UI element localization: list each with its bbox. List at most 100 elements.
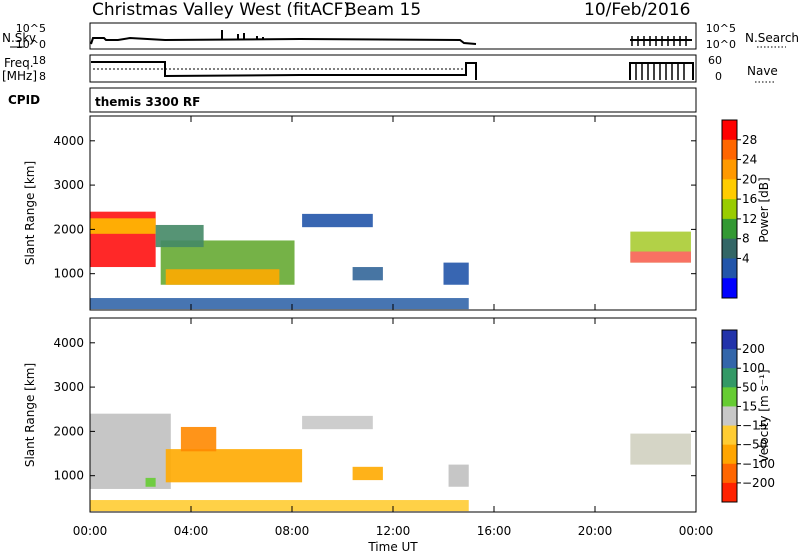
velocity-region-7 [90, 500, 469, 512]
freq-series-late [629, 62, 694, 80]
time-tick-label: 20:00 [578, 524, 613, 538]
station-title: Christmas Valley West (fitACF) [92, 0, 350, 20]
power-region-4 [155, 224, 204, 248]
time-tick-label: 12:00 [376, 524, 411, 538]
velocity-colorbar-swatches [722, 330, 737, 503]
velocity-colorbar-swatch-8 [722, 482, 737, 503]
velocity-colorbar-label: Velocity [m s⁻¹] [757, 369, 771, 462]
freq-panel: 18 8 60 0 Freq. [MHz] Nave [2, 54, 778, 83]
freq-frame [89, 54, 697, 83]
velocity-colorbar: 200 100 50 15 −15 −50 −100 −200 Velocity [m s⁻¹… [721, 329, 775, 503]
nsky-ticks-late [631, 36, 687, 46]
nsky-spikes [221, 30, 264, 40]
power-ytick-label: 3000 [53, 178, 84, 192]
nsearch-label: N.Search [745, 31, 799, 45]
freq-series [91, 61, 477, 80]
velocity-colorbar-tick-label: 15 [742, 399, 757, 413]
power-colorbar-frame [721, 119, 738, 299]
velocity-colorbar-tick-label: 100 [742, 361, 765, 375]
time-axis-label: Time UT [367, 540, 418, 554]
velocity-colorbar-tick-label: −15 [742, 419, 767, 433]
power-heatmap [90, 211, 691, 310]
power-region-3 [165, 269, 280, 285]
nsky-series [90, 36, 477, 45]
time-tick-label: 00:00 [679, 524, 714, 538]
cpid-program: themis 3300 RF [95, 95, 200, 109]
cpid-frame [89, 87, 697, 113]
velocity-region-2 [165, 449, 303, 483]
velocity-ytick-label: 4000 [53, 336, 84, 350]
velocity-colorbar-tick-label: 200 [742, 342, 765, 356]
power-panel: 1000 2000 3000 4000 Slant Range [km] [23, 115, 697, 311]
power-colorbar-swatch-4 [722, 199, 737, 220]
velocity-region-3 [180, 426, 217, 452]
freq-units-label: [MHz] [2, 69, 37, 83]
power-ytick-label: 2000 [53, 222, 84, 236]
power-region-5 [352, 267, 383, 281]
nsearch-tick-top: 10^5 [706, 22, 736, 35]
time-tick-label: 00:00 [73, 524, 108, 538]
velocity-frame [89, 317, 697, 513]
velocity-region-5 [448, 464, 469, 487]
freq-ticks-late [635, 63, 685, 80]
nsky-tick-bottom: 10^0 [16, 38, 46, 51]
power-colorbar-swatch-5 [722, 218, 737, 240]
power-colorbar-swatches [722, 120, 737, 299]
freq-label: Freq. [4, 56, 34, 70]
velocity-colorbar-frame [721, 329, 738, 503]
power-region-10 [630, 251, 691, 263]
velocity-colorbar-swatch-3 [722, 387, 737, 407]
velocity-panel: 1000 2000 3000 4000 Slant Range [km] [23, 317, 697, 513]
power-ytick-label: 4000 [53, 134, 84, 148]
freq-tick-top: 18 [32, 54, 46, 67]
velocity-colorbar-swatch-6 [722, 444, 737, 465]
power-colorbar-tick-label: 28 [742, 133, 757, 147]
velocity-colorbar-swatch-7 [722, 463, 737, 484]
velocity-y-ticks: 1000 2000 3000 4000 [53, 336, 696, 483]
time-axis: 00:00 04:00 08:00 12:00 16:00 20:00 00:00 [73, 116, 714, 538]
time-tick-label: 04:00 [174, 524, 209, 538]
time-tick-label: 16:00 [477, 524, 512, 538]
nave-tick-top: 60 [708, 54, 722, 67]
velocity-heatmap [90, 413, 691, 512]
power-colorbar-tick-label: 24 [742, 153, 757, 167]
power-ylabel: Slant Range [km] [23, 161, 37, 265]
power-region-7 [302, 213, 373, 228]
velocity-colorbar-tick-label: −100 [742, 457, 775, 471]
velocity-colorbar-swatch-2 [722, 368, 737, 388]
velocity-colorbar-ticks: 200 100 50 15 −15 −50 −100 −200 [737, 342, 775, 490]
power-colorbar-swatch-8 [722, 278, 737, 299]
power-colorbar-tick-label: 16 [742, 192, 757, 206]
power-colorbar: 28 24 20 16 12 8 4 Power [dB] [721, 119, 771, 299]
date-label: 10/Feb/2016 [584, 0, 690, 20]
power-colorbar-tick-label: 20 [742, 172, 757, 186]
nsky-frame [89, 22, 697, 50]
nsky-tick-top: 10^5 [16, 22, 46, 35]
velocity-region-0 [90, 413, 171, 489]
power-colorbar-swatch-1 [722, 139, 737, 161]
velocity-region-4 [352, 466, 383, 481]
velocity-region-1 [145, 477, 156, 487]
time-tick-label: 08:00 [275, 524, 310, 538]
power-y-ticks: 1000 2000 3000 4000 [53, 134, 696, 281]
velocity-colorbar-swatch-4 [722, 406, 737, 427]
velocity-ytick-label: 2000 [53, 424, 84, 438]
velocity-ytick-label: 3000 [53, 380, 84, 394]
velocity-colorbar-tick-label: −200 [742, 476, 775, 490]
power-colorbar-tick-label: 12 [742, 212, 757, 226]
velocity-colorbar-tick-label: −50 [742, 438, 767, 452]
power-colorbar-tick-label: 4 [742, 251, 750, 265]
velocity-colorbar-swatch-5 [722, 425, 737, 446]
nsky-label: N.Sky [2, 31, 36, 45]
power-colorbar-swatch-2 [722, 159, 737, 180]
nave-tick-bottom: 0 [715, 70, 722, 83]
power-ytick-label: 1000 [53, 267, 84, 281]
power-region-6 [443, 262, 469, 285]
power-colorbar-swatch-7 [722, 258, 737, 279]
velocity-ytick-label: 1000 [53, 469, 84, 483]
velocity-ylabel: Slant Range [km] [23, 363, 37, 467]
power-colorbar-tick-label: 8 [742, 232, 750, 246]
nsky-panel: 10^5 10^0 10^5 10^0 N.Sky N.Search [2, 22, 799, 51]
cpid-label: CPID [8, 93, 40, 107]
cpid-panel: CPID themis 3300 RF [8, 87, 697, 113]
